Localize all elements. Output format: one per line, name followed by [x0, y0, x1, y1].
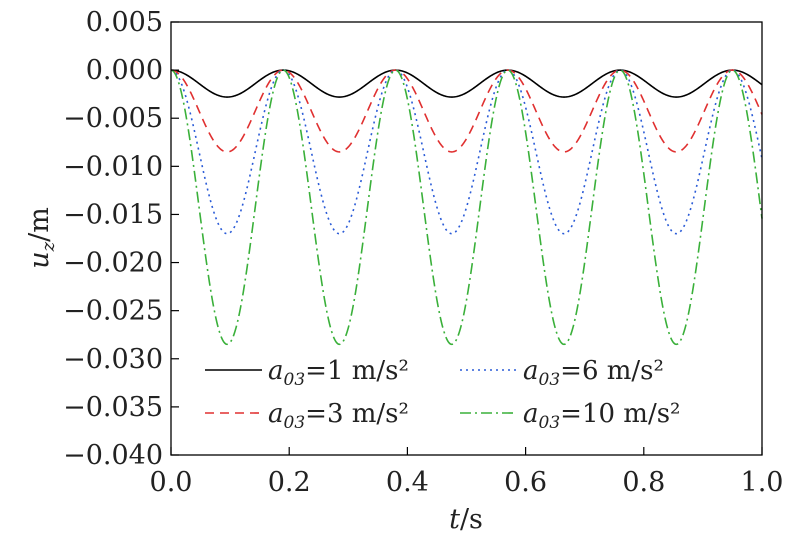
y-tick-label: 0.005: [86, 7, 163, 38]
y-tick-label: −0.035: [63, 392, 163, 423]
legend: a03=1 m/s² a03=3 m/s² a03=6 m/s² a03=10 m/s…: [200, 348, 715, 442]
series-line-3: [170, 69, 763, 235]
plot-frame: [170, 21, 763, 456]
legend-label-2: a03=3 m/s²: [268, 399, 409, 433]
y-axis-label: uz/m: [24, 207, 59, 269]
y-tick-label: −0.040: [63, 440, 163, 471]
legend-background: [200, 348, 715, 442]
x-axis-label: t/s: [449, 504, 483, 535]
y-tick-label: −0.005: [63, 103, 163, 134]
y-tick-label: 0.000: [86, 55, 163, 86]
series-line-4: [170, 69, 763, 346]
y-tick-label: −0.025: [63, 296, 163, 327]
y-tick-label: −0.020: [63, 248, 163, 279]
legend-label-3: a03=6 m/s²: [523, 356, 664, 390]
y-tick-label: −0.015: [63, 199, 163, 230]
ytick-layer: 0.005 0.000 −0.005 −0.010 −0.015 −0.020 −0.025…: [63, 7, 179, 471]
xtick-layer: 0.0 0.2 0.4 0.6 0.8 1.0: [150, 447, 784, 498]
x-tick-label: 0.8: [622, 467, 665, 498]
series-line-2: [170, 69, 763, 153]
x-tick-label: 0.2: [268, 467, 311, 498]
x-tick-label: 0.4: [386, 467, 429, 498]
series-layer: [170, 69, 763, 346]
y-tick-label: −0.010: [63, 151, 163, 182]
x-tick-label: 0.6: [504, 467, 547, 498]
y-tick-label: −0.030: [63, 344, 163, 375]
legend-label-4: a03=10 m/s²: [523, 399, 680, 433]
x-tick-label: 1.0: [741, 467, 784, 498]
x-tick-label: 0.0: [150, 467, 193, 498]
series-line-1: [170, 69, 763, 98]
legend-label-1: a03=1 m/s²: [268, 356, 409, 390]
